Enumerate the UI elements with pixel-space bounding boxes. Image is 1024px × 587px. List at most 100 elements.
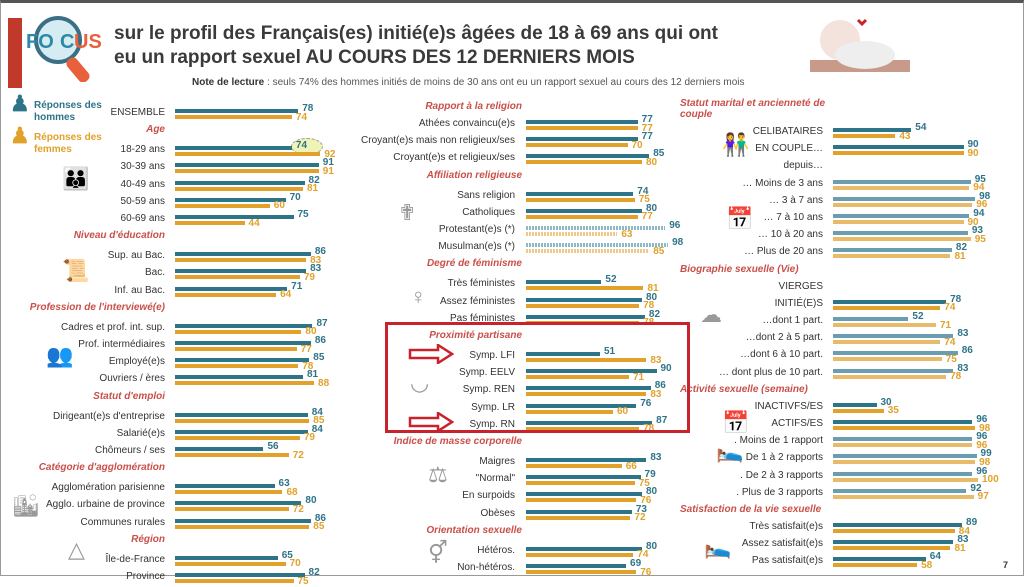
row-label: Symp. RN <box>469 418 515 430</box>
woman-icon: ♟ <box>10 123 30 148</box>
bar-women <box>526 498 637 503</box>
row-label: Athées convaincu(e)s <box>418 118 515 129</box>
value-men: 96 <box>976 414 988 425</box>
section-header: Indice de masse corporelle <box>393 436 522 447</box>
row-label: Non-hétéros. <box>457 562 515 573</box>
section-header: Région <box>131 533 165 545</box>
row-label: Croyant(e)s mais non religieux/ses <box>361 135 515 147</box>
value-women: 68 <box>286 486 298 498</box>
value-men: 30 <box>880 396 892 408</box>
bar-women <box>175 453 289 457</box>
bar-women <box>175 169 319 174</box>
bar-women <box>175 186 303 191</box>
bar-men <box>833 334 954 339</box>
value-women: 98 <box>979 456 991 468</box>
value-men: 77 <box>641 114 653 125</box>
bar-men <box>833 351 958 356</box>
row-label: "Normal" <box>475 473 515 485</box>
value-men: 69 <box>630 558 642 569</box>
bar-women <box>526 303 640 308</box>
value-women: 70 <box>289 558 301 570</box>
man-icon: ♟ <box>10 91 30 116</box>
bar-women <box>175 275 300 280</box>
section-header: Affiliation religieuse <box>426 169 522 181</box>
value-women: 98 <box>979 422 991 434</box>
row-label: Symp. LFI <box>469 350 515 361</box>
row-label: INITIÉ(E)S <box>774 297 823 309</box>
calendar-icon: 📅 <box>726 206 754 231</box>
bar-women <box>526 481 635 486</box>
value-men: 93 <box>971 225 983 237</box>
bar-men <box>833 179 971 184</box>
bar-men <box>833 196 976 201</box>
bar-men <box>833 523 963 527</box>
bar-men <box>833 368 954 373</box>
value-men: 86 <box>314 246 326 258</box>
row-label: 60-69 ans <box>120 213 165 224</box>
value-men: 96 <box>669 220 681 231</box>
scale-icon: ⚖ <box>428 462 448 487</box>
bar-men <box>175 375 303 380</box>
gender-symbols-icon: ⚥ <box>428 540 448 565</box>
value-men: 71 <box>291 280 303 292</box>
bar-women <box>833 185 970 190</box>
value-women: 81 <box>306 183 319 195</box>
bar-men <box>526 492 642 497</box>
bar-men <box>175 197 286 202</box>
row-label: INACTIVFS/ES <box>754 400 823 412</box>
bar-women <box>833 529 955 533</box>
bar-women <box>833 357 942 362</box>
value-men: 83 <box>957 328 969 340</box>
row-label: … dont plus de 10 part. <box>719 366 823 378</box>
row-label: …dont 6 à 10 part. <box>740 349 823 361</box>
value-men: 83 <box>957 362 969 374</box>
value-women: 80 <box>305 326 317 338</box>
value-women: 95 <box>974 233 986 245</box>
section-header: Niveau d'éducation <box>73 230 165 242</box>
value-women: 74 <box>944 302 956 314</box>
row-label: Obèses <box>480 507 515 519</box>
bar-women <box>833 443 973 448</box>
value-men: 80 <box>305 495 317 507</box>
value-men: 51 <box>603 346 616 357</box>
value-men: 86 <box>961 345 973 357</box>
bar-women <box>175 115 292 119</box>
value-women: 79 <box>303 271 315 283</box>
section-header: Orientation sexuelle <box>426 524 522 536</box>
value-women: 83 <box>650 354 662 366</box>
row-label: . De 1 à 2 rapports <box>740 452 823 464</box>
row-label: Agglomération parisienne <box>51 482 165 494</box>
value-women: 83 <box>650 388 662 400</box>
value-men: 65 <box>281 549 293 561</box>
bar-men <box>526 314 645 319</box>
bar-men <box>175 341 311 345</box>
value-men: 78 <box>302 103 314 114</box>
bar-women <box>526 160 642 165</box>
value-men: 75 <box>297 209 309 220</box>
note-label: Note de lecture <box>192 77 265 88</box>
value-men: 92 <box>970 482 982 494</box>
bar-women <box>833 305 941 310</box>
value-men: 56 <box>267 441 279 452</box>
value-women: 97 <box>977 491 989 503</box>
value-women: 96 <box>976 199 988 211</box>
row-label: …dont 2 à 5 part. <box>745 332 823 344</box>
bar-women <box>526 515 631 520</box>
bar-men <box>526 137 638 142</box>
svg-text:US: US <box>74 31 102 53</box>
row-label: Bac. <box>144 267 165 279</box>
value-women: 92 <box>324 148 336 160</box>
section-header: Proximité partisane <box>429 330 522 341</box>
page-number: 7 <box>1002 560 1008 570</box>
value-men: 82 <box>308 567 320 578</box>
section-header: Statut marital et ancienneté de couple <box>680 98 826 120</box>
value-men: 90 <box>660 363 672 375</box>
bar-men <box>833 299 947 304</box>
row-label: En surpoids <box>462 490 515 502</box>
eiffel-tower-icon: △ <box>68 537 85 562</box>
bar-men <box>526 509 632 514</box>
value-women: 96 <box>976 439 988 451</box>
bar-women <box>175 329 302 334</box>
value-women: 76 <box>640 566 652 578</box>
bar-men <box>833 454 977 459</box>
